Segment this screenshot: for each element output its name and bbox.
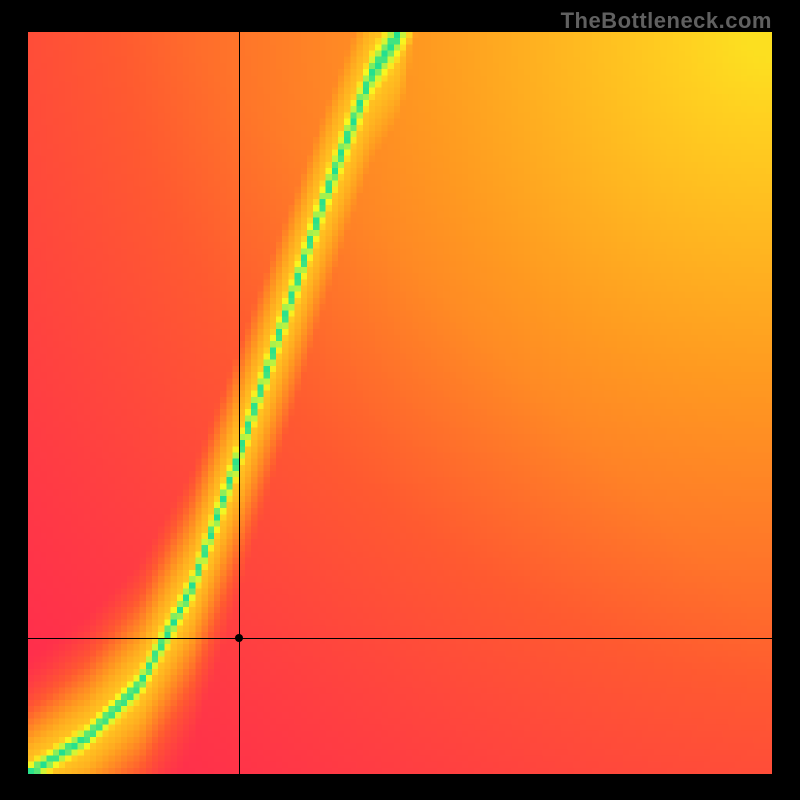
heatmap-plot xyxy=(28,32,772,774)
heatmap-canvas xyxy=(28,32,772,774)
attribution-text: TheBottleneck.com xyxy=(561,8,772,34)
crosshair-marker-dot xyxy=(235,634,243,642)
crosshair-vertical xyxy=(239,32,240,774)
chart-container: { "attribution": { "text": "TheBottlenec… xyxy=(0,0,800,800)
crosshair-horizontal xyxy=(28,638,772,639)
